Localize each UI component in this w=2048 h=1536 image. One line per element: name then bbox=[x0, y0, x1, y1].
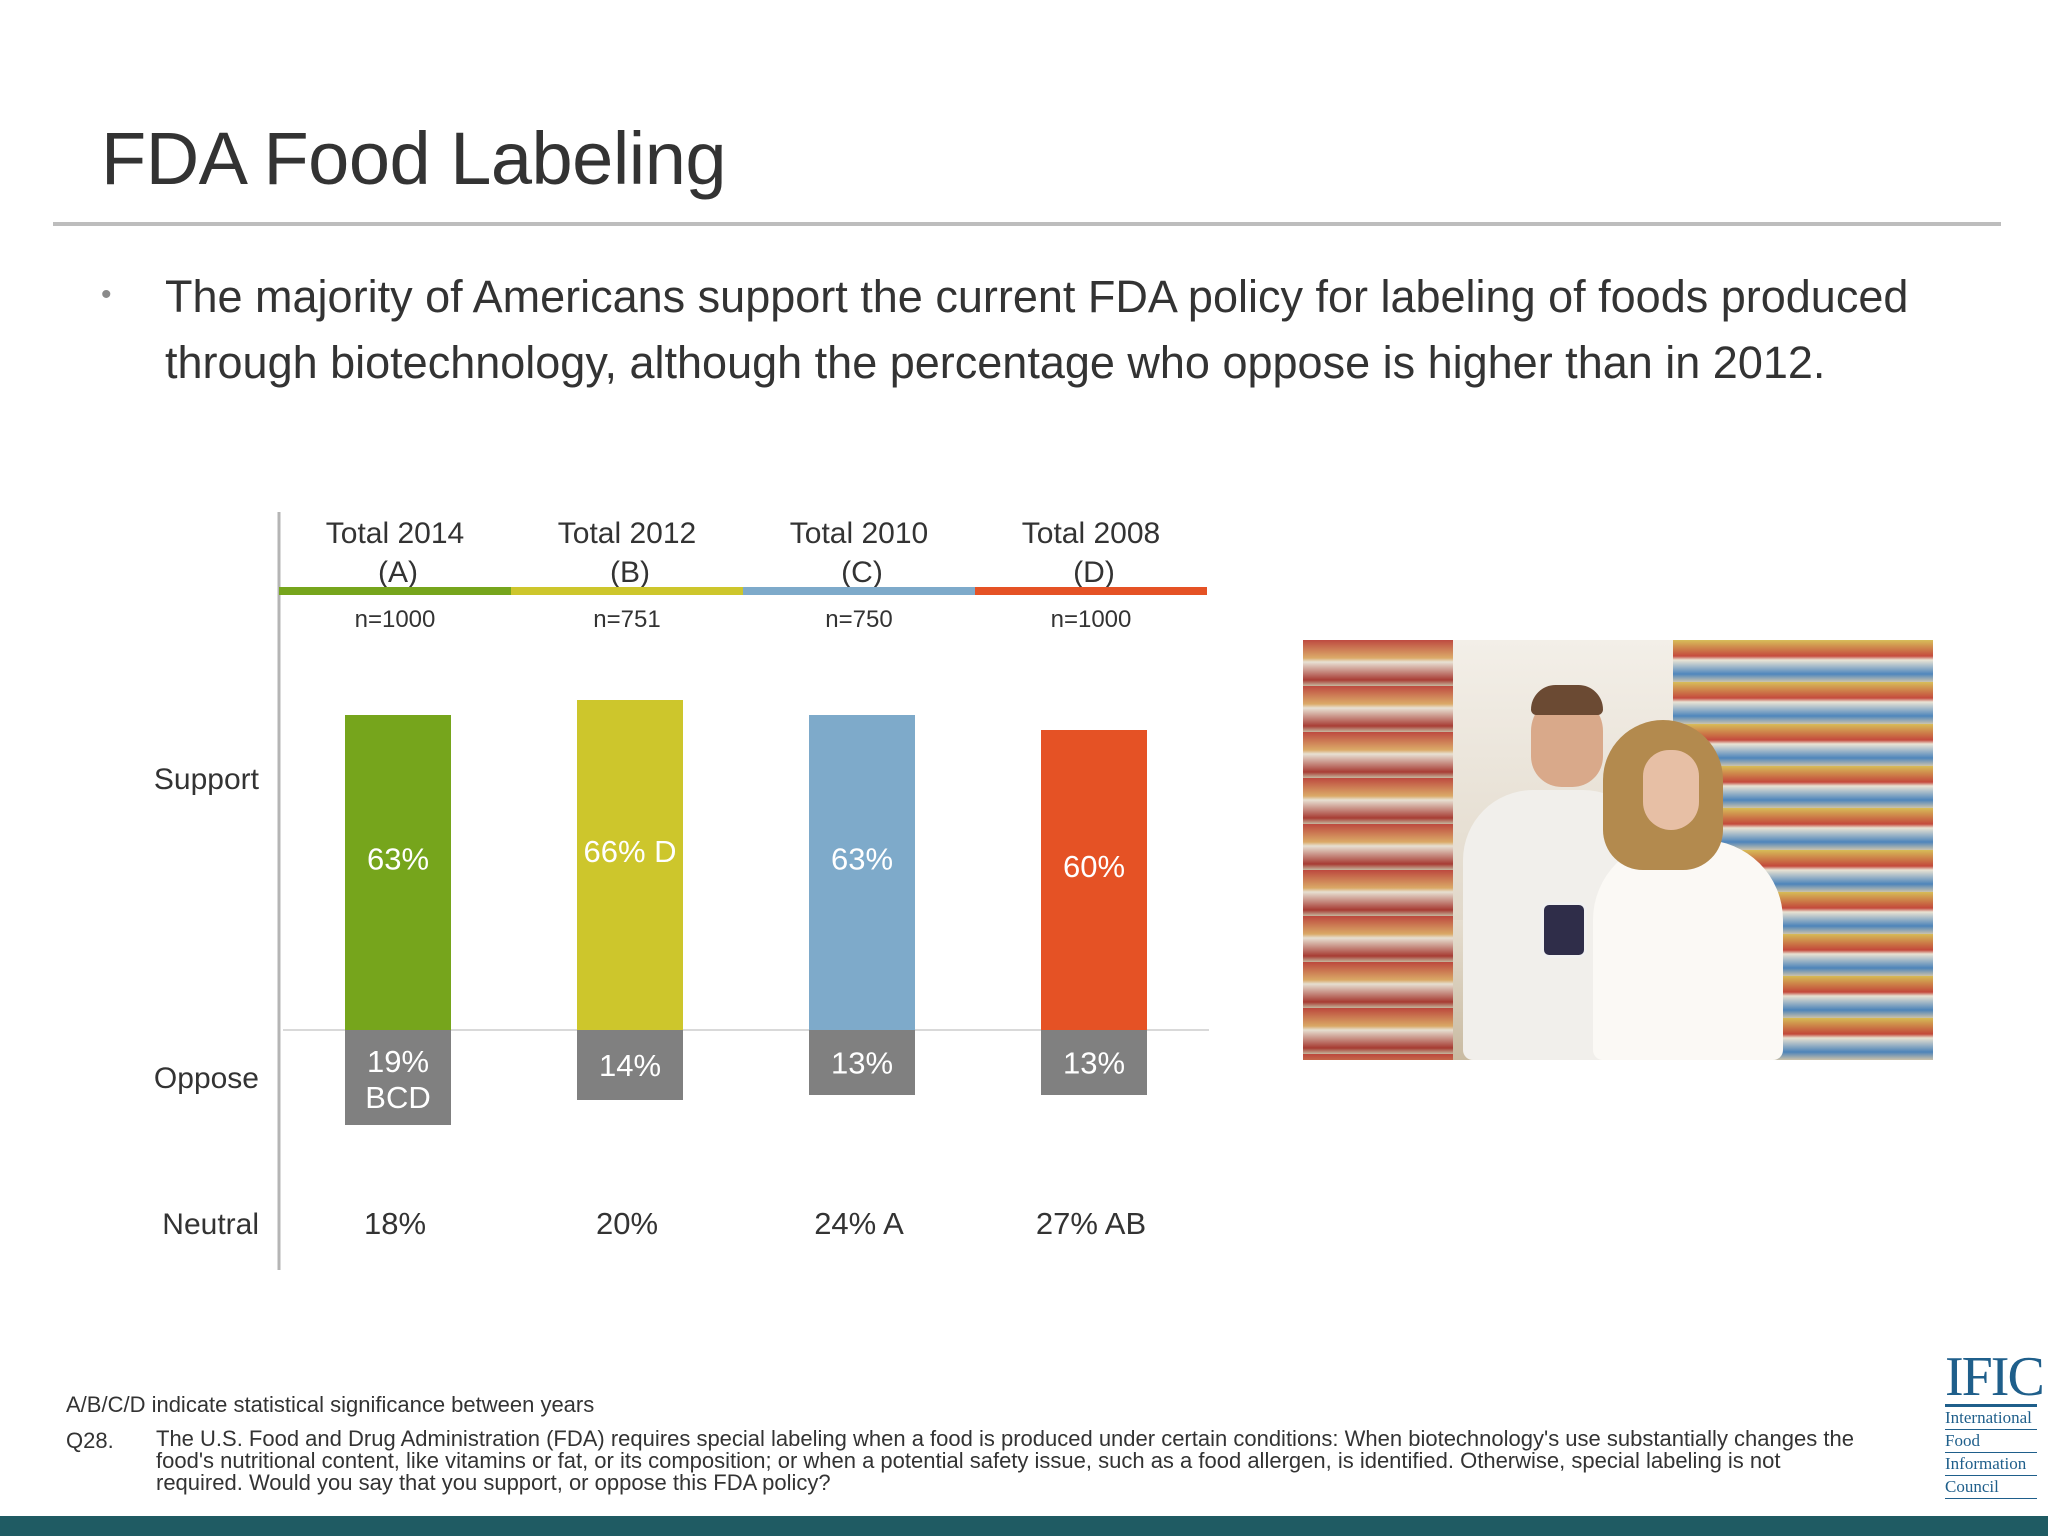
category-title: Total 2014 bbox=[326, 517, 464, 550]
bullet-marker: • bbox=[101, 278, 112, 311]
support-oppose-chart: Support Oppose Neutral Total 2014 (A) n=1000 6… bbox=[154, 512, 1209, 1270]
neutral-value-label: 27% AB bbox=[1036, 1206, 1146, 1241]
ific-logo-line: Information bbox=[1945, 1453, 2037, 1476]
row-label-neutral: Neutral bbox=[162, 1208, 259, 1241]
ific-logo-mark: IFIC bbox=[1945, 1346, 2045, 1408]
support-bar bbox=[345, 715, 451, 1030]
support-bar bbox=[577, 700, 683, 1030]
oppose-value-label: 13% bbox=[831, 1046, 893, 1081]
oppose-bar bbox=[1041, 1030, 1147, 1095]
ific-logo: IFIC International Food Information Coun… bbox=[1945, 1346, 2045, 1506]
category-code: (D) bbox=[1073, 556, 1115, 589]
category-code: (C) bbox=[841, 556, 883, 589]
category-title: Total 2008 bbox=[1022, 517, 1160, 550]
oppose-value-label: 14% bbox=[599, 1048, 661, 1083]
category-code: (B) bbox=[610, 556, 650, 589]
support-value-label: 66% D bbox=[583, 834, 676, 869]
sample-size: n=750 bbox=[825, 606, 892, 633]
photo-man-hair bbox=[1531, 685, 1603, 715]
oppose-bar bbox=[577, 1030, 683, 1100]
slide-title: FDA Food Labeling bbox=[101, 117, 727, 200]
support-bar bbox=[809, 715, 915, 1030]
category-code: (A) bbox=[378, 556, 418, 589]
category-color-band bbox=[975, 587, 1207, 595]
photo-woman-face bbox=[1643, 750, 1699, 830]
oppose-significance-label: BCD bbox=[365, 1080, 430, 1115]
support-value-label: 63% bbox=[367, 842, 429, 877]
ific-logo-line: Council bbox=[1945, 1476, 2037, 1499]
sample-size: n=1000 bbox=[355, 606, 436, 633]
bullet-text: The majority of Americans support the cu… bbox=[165, 271, 1909, 388]
oppose-bar bbox=[345, 1030, 451, 1125]
ific-logo-line: International bbox=[1945, 1407, 2037, 1430]
photo-product-jar bbox=[1541, 902, 1587, 958]
sample-size: n=751 bbox=[593, 606, 660, 633]
question-text: The U.S. Food and Drug Administration (F… bbox=[156, 1426, 1854, 1495]
sample-size: n=1000 bbox=[1051, 606, 1132, 633]
category-color-band bbox=[279, 587, 511, 595]
category-color-band bbox=[511, 587, 743, 595]
support-bar bbox=[1041, 730, 1147, 1030]
neutral-value-label: 24% A bbox=[814, 1206, 904, 1241]
significance-note: A/B/C/D indicate statistical significanc… bbox=[66, 1392, 595, 1417]
footer-band bbox=[0, 1516, 2048, 1536]
ific-logo-line: Food bbox=[1945, 1430, 2037, 1453]
category-title: Total 2010 bbox=[790, 517, 928, 550]
title-divider bbox=[53, 222, 2001, 226]
oppose-value-label: 13% bbox=[1063, 1046, 1125, 1081]
oppose-value-label: 19% bbox=[367, 1044, 429, 1079]
photo-shelf-left bbox=[1303, 640, 1453, 1060]
question-label: Q28. bbox=[66, 1428, 114, 1453]
category-title: Total 2012 bbox=[558, 517, 696, 550]
category-color-band bbox=[743, 587, 975, 595]
neutral-value-label: 20% bbox=[596, 1206, 658, 1241]
photo-woman-body bbox=[1593, 840, 1783, 1060]
oppose-bar bbox=[809, 1030, 915, 1095]
shoppers-photo bbox=[1303, 640, 1933, 1060]
neutral-value-label: 18% bbox=[364, 1206, 426, 1241]
support-value-label: 63% bbox=[831, 842, 893, 877]
support-value-label: 60% bbox=[1063, 849, 1125, 884]
row-label-support: Support bbox=[154, 763, 260, 796]
row-label-oppose: Oppose bbox=[154, 1062, 259, 1095]
